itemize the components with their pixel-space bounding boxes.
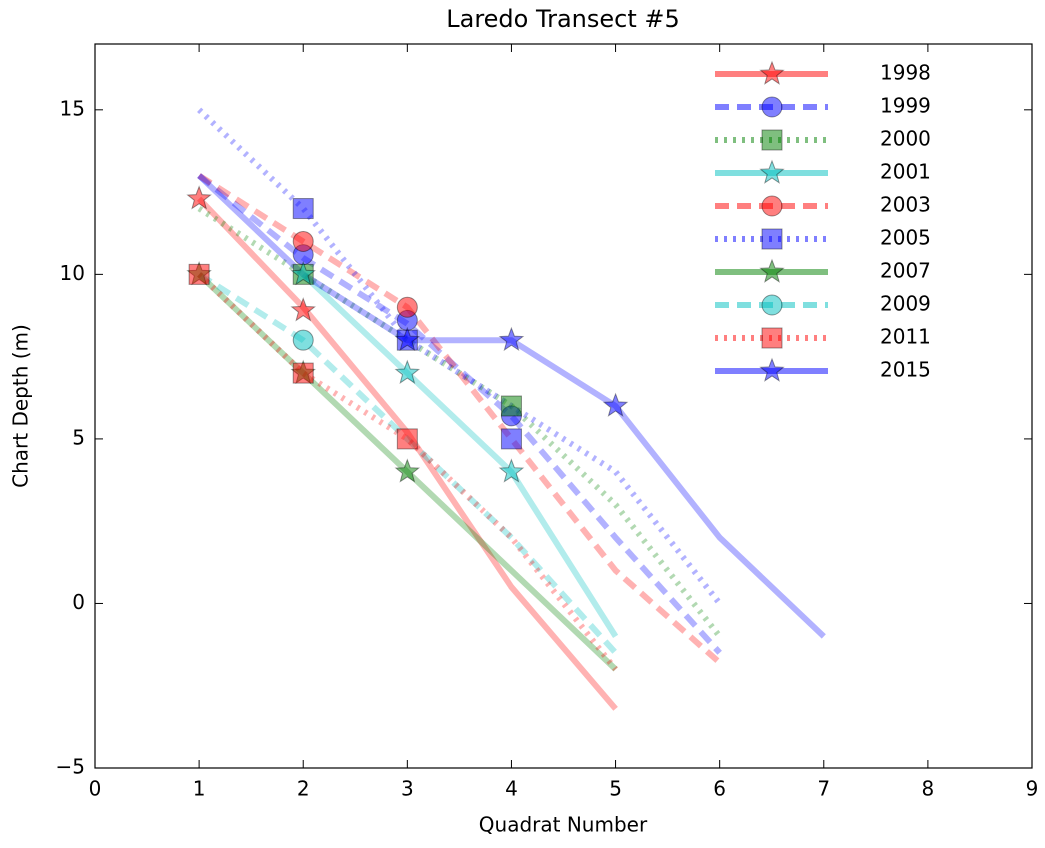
- series-line: [197, 205, 723, 639]
- legend-label: 2009: [880, 292, 931, 316]
- x-tick-label: 7: [817, 777, 830, 801]
- series-line: [197, 173, 722, 655]
- y-tick-label: 15: [60, 96, 85, 120]
- marker: [290, 297, 316, 322]
- y-tick-label: 10: [60, 261, 85, 285]
- x-tick-label: 3: [401, 777, 414, 801]
- marker: [394, 326, 421, 352]
- legend-label: 2001: [880, 160, 931, 184]
- legend-label: 2007: [880, 259, 931, 283]
- y-tick-label: −5: [56, 755, 85, 779]
- marker: [292, 198, 314, 220]
- marker: [292, 230, 314, 252]
- marker: [394, 359, 421, 384]
- y-tick-label: 0: [72, 590, 85, 614]
- plot-frame: [94, 43, 1033, 769]
- x-tick-label: 8: [922, 777, 935, 801]
- marker: [292, 362, 314, 384]
- legend-label: 2005: [880, 226, 931, 250]
- legend-marker: [759, 357, 785, 382]
- series-line: [197, 107, 723, 606]
- marker: [500, 395, 522, 417]
- series-line: [197, 173, 722, 665]
- x-axis-label: Quadrat Number: [479, 813, 648, 837]
- legend-marker: [761, 129, 783, 151]
- marker: [186, 185, 212, 210]
- y-axis-label: Chart Depth (m): [9, 324, 33, 488]
- legend-marker: [759, 258, 785, 283]
- legend-label: 1998: [880, 61, 931, 85]
- marker: [394, 458, 421, 483]
- legend-marker: [759, 159, 785, 184]
- x-tick-label: 5: [609, 777, 622, 801]
- legend-marker: [759, 60, 785, 85]
- marker: [602, 392, 629, 417]
- marker: [292, 329, 314, 351]
- chart-title: Laredo Transect #5: [446, 5, 680, 33]
- legend-label: 1999: [880, 94, 931, 118]
- legend-marker: [761, 327, 783, 349]
- series-line: [301, 272, 619, 639]
- x-tick-label: 2: [297, 777, 310, 801]
- legend-marker: [761, 228, 783, 250]
- x-tick-label: 9: [1026, 777, 1039, 801]
- marker: [498, 326, 525, 352]
- legend-marker: [761, 96, 783, 118]
- x-tick-label: 1: [193, 777, 206, 801]
- x-tick-label: 0: [89, 777, 102, 801]
- y-tick-label: 5: [72, 425, 85, 449]
- x-tick-label: 6: [713, 777, 726, 801]
- marker: [396, 296, 418, 318]
- marker: [500, 428, 522, 450]
- legend-label: 2003: [880, 193, 931, 217]
- marker: [498, 458, 525, 483]
- legend-marker: [761, 294, 783, 316]
- x-tick-label: 4: [505, 777, 518, 801]
- legend-label: 2011: [880, 325, 931, 349]
- marker: [188, 263, 210, 285]
- marker: [396, 428, 418, 450]
- marker: [290, 260, 316, 286]
- legend-label: 2015: [880, 358, 931, 382]
- legend-marker: [761, 195, 783, 217]
- legend-label: 2000: [880, 127, 931, 151]
